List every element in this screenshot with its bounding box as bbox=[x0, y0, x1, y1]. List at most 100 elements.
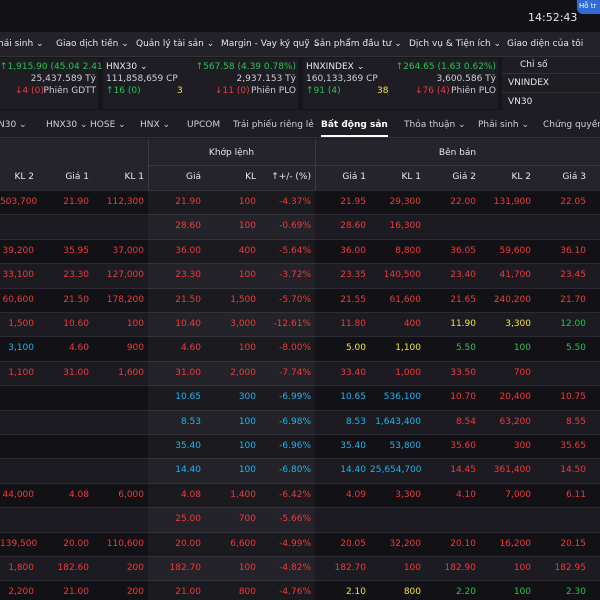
match-cell-bg bbox=[148, 360, 315, 386]
table-cell: 11.90 bbox=[450, 319, 476, 329]
table-cell: 5.50 bbox=[565, 343, 586, 354]
table-cell: -7.74% bbox=[279, 367, 311, 378]
table-cell: 28.60 bbox=[175, 221, 201, 232]
table-cell: 33.40 bbox=[340, 367, 366, 378]
table-cell: 37,000 bbox=[112, 245, 145, 256]
table-cell: 23.30 bbox=[63, 270, 89, 281]
table-cell: -4.76% bbox=[279, 587, 311, 598]
index-change: ↑1,915.90 (45.04 2.41%) bbox=[0, 62, 115, 72]
tab[interactable]: N30 ⌄ bbox=[0, 120, 27, 130]
table-cell: 1,000 bbox=[395, 367, 421, 378]
table-cell: 178,200 bbox=[106, 294, 144, 305]
table-cell: 36.10 bbox=[560, 245, 586, 256]
index-name[interactable]: HNX30 ⌄ bbox=[106, 62, 148, 72]
table-cell: 14.40 bbox=[340, 465, 366, 476]
table-cell: -4.37% bbox=[279, 197, 311, 207]
table-cell: 4.08 bbox=[180, 489, 201, 500]
table-cell: -5.66% bbox=[279, 514, 311, 525]
index-panel-item[interactable]: VNINDEX bbox=[508, 78, 550, 88]
table-cell: 100 bbox=[238, 416, 256, 427]
table-cell: 2.20 bbox=[455, 587, 476, 598]
index-name[interactable]: HNXINDEX ⌄ bbox=[306, 62, 365, 72]
table-header bbox=[0, 139, 600, 190]
table-cell: 240,200 bbox=[493, 294, 531, 305]
table-cell: 20.05 bbox=[340, 538, 366, 549]
menu-item[interactable]: Margin - Vay ký quỹ ⌄ bbox=[221, 39, 321, 49]
table-cell: 32,200 bbox=[389, 538, 422, 549]
table-row bbox=[0, 409, 600, 435]
table-cell: 35.95 bbox=[63, 245, 89, 256]
table-cell: -6.98% bbox=[279, 416, 311, 427]
menu-item[interactable]: Dịch vụ & Tiện ích ⌄ bbox=[409, 39, 502, 49]
tab[interactable]: Phái sinh ⌄ bbox=[478, 120, 530, 130]
index-volume: 160,133,369 CP bbox=[306, 74, 378, 84]
menu-item[interactable]: Giao diện của tôi bbox=[507, 39, 584, 49]
tab[interactable]: Trái phiếu riêng lẻ bbox=[233, 120, 314, 130]
table-row bbox=[0, 360, 600, 387]
table-cell: 22.00 bbox=[450, 197, 476, 207]
table-cell: 1,500 bbox=[8, 319, 34, 329]
table-cell: 10.65 bbox=[175, 392, 201, 403]
table-row bbox=[0, 190, 600, 216]
match-cell-bg bbox=[148, 214, 315, 239]
menu-item[interactable]: Quản lý tài sản ⌄ bbox=[136, 39, 215, 49]
table-cell: 100 bbox=[238, 197, 256, 207]
table-cell: 100 bbox=[513, 587, 531, 598]
table-cell: -6.96% bbox=[279, 441, 311, 451]
column-header: KL 1 bbox=[401, 172, 421, 182]
table-cell: 33.50 bbox=[450, 367, 476, 378]
tab[interactable]: Chứng quyền bbox=[543, 120, 600, 130]
table-cell: 4.09 bbox=[345, 489, 366, 500]
table-cell: -4.82% bbox=[279, 563, 311, 573]
table-cell: 100 bbox=[513, 343, 531, 354]
index-panel-item[interactable]: VN30 bbox=[508, 97, 533, 107]
menu-item[interactable]: Sản phẩm đầu tư ⌄ bbox=[314, 39, 402, 49]
help-label[interactable]: Hỗ tr bbox=[579, 2, 597, 10]
match-cell-bg bbox=[148, 263, 315, 288]
index-value: 3,600.586 Tỷ bbox=[436, 74, 497, 84]
tab[interactable]: Thỏa thuận ⌄ bbox=[404, 120, 466, 130]
table-cell: -3.72% bbox=[279, 270, 311, 281]
index-down: ↓76 (4) bbox=[415, 86, 450, 96]
menu-bar bbox=[0, 32, 600, 57]
tab[interactable]: HNX ⌄ bbox=[140, 120, 171, 130]
tab[interactable]: UPCOM bbox=[187, 120, 221, 130]
table-cell: 140,500 bbox=[383, 270, 421, 281]
table-cell: 35.40 bbox=[340, 441, 366, 451]
menu-item[interactable]: hái sinh ⌄ bbox=[0, 39, 44, 49]
match-cell-bg bbox=[148, 238, 315, 264]
table-cell: -5.70% bbox=[279, 294, 311, 305]
table-cell: 20.00 bbox=[63, 538, 89, 549]
table-row bbox=[0, 434, 600, 460]
index-value: 2,937.153 Tỷ bbox=[236, 74, 297, 84]
table-cell: 23.30 bbox=[175, 270, 201, 281]
table-cell: 131,900 bbox=[493, 197, 531, 207]
table-cell: 23.45 bbox=[560, 270, 586, 281]
index-session: Phiên PLO bbox=[451, 86, 496, 96]
table-cell: 20,400 bbox=[499, 392, 532, 403]
index-change: ↑567.58 (4.39 0.78%) bbox=[195, 62, 296, 72]
column-header: KL 2 bbox=[511, 172, 531, 182]
index-session: Phiên PLO bbox=[251, 86, 296, 96]
match-cell-bg bbox=[148, 385, 315, 410]
column-header: ↑+/- (%) bbox=[271, 172, 311, 182]
help-badge[interactable] bbox=[577, 0, 600, 14]
tab[interactable]: Bất động sản bbox=[321, 119, 388, 137]
menu-item[interactable]: Giao dịch tiền ⌄ bbox=[56, 39, 129, 49]
index-down: ↓11 (0) bbox=[215, 86, 250, 96]
tab[interactable]: HNX30 ⌄ bbox=[46, 120, 88, 130]
column-header: Giá 1 bbox=[65, 172, 89, 182]
table-row bbox=[0, 263, 600, 289]
table-cell: 300 bbox=[513, 441, 531, 451]
table-cell: 2.30 bbox=[565, 587, 586, 598]
table-cell: 21.65 bbox=[450, 294, 476, 305]
table-cell: 182.95 bbox=[554, 563, 587, 573]
table-cell: 536,100 bbox=[383, 392, 421, 403]
index-ref: 38 bbox=[377, 86, 389, 96]
table-cell: 900 bbox=[126, 343, 144, 354]
tab[interactable]: HOSE ⌄ bbox=[90, 120, 126, 130]
index-session: Phiên GDTT bbox=[43, 86, 96, 96]
table-cell: 35.65 bbox=[560, 441, 586, 451]
column-header: Giá bbox=[186, 172, 201, 182]
